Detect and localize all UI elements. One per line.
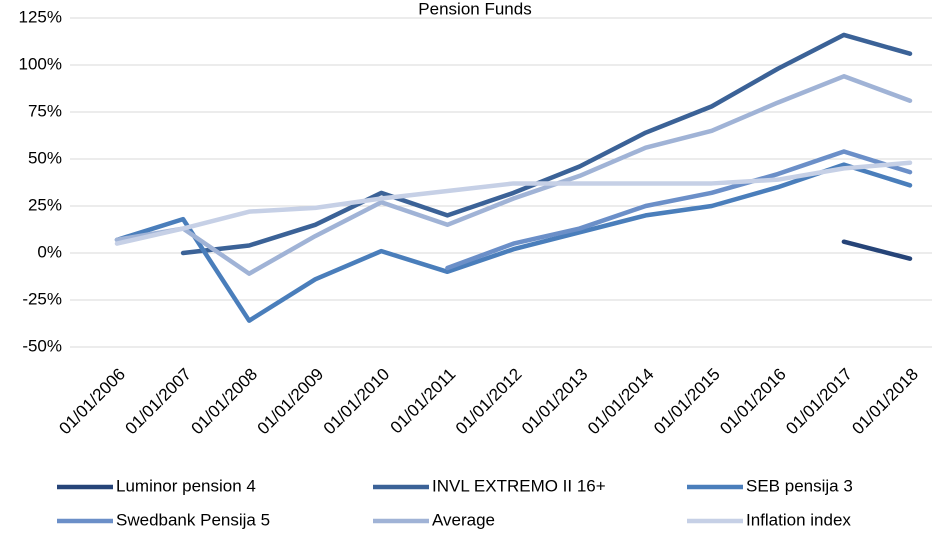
x-tick-label: 01/01/2015 [650, 365, 724, 439]
y-tick-label: 25% [28, 195, 62, 214]
legend-label: INVL EXTREMO II 16+ [432, 476, 606, 495]
x-tick-label: 01/01/2014 [584, 365, 658, 439]
legend-label: Luminor pension 4 [116, 476, 256, 495]
x-tick-label: 01/01/2007 [121, 365, 195, 439]
y-tick-label: 50% [28, 148, 62, 167]
y-tick-label: 100% [19, 54, 62, 73]
y-tick-label: -50% [22, 336, 62, 355]
y-tick-label: 75% [28, 101, 62, 120]
legend-label: Inflation index [746, 510, 851, 529]
x-tick-label: 01/01/2017 [782, 365, 856, 439]
x-tick-label: 01/01/2016 [716, 365, 790, 439]
x-tick-label: 01/01/2008 [188, 365, 262, 439]
legend-label: Average [432, 510, 495, 529]
chart-title: Pension Funds [418, 0, 531, 18]
x-tick-label: 01/01/2010 [320, 365, 394, 439]
series-line [114, 160, 913, 246]
series-line [114, 74, 913, 276]
legend-label: Swedbank Pensija 5 [116, 510, 270, 529]
series-line [445, 149, 913, 271]
series-line [841, 239, 913, 261]
x-tick-label: 01/01/2013 [518, 365, 592, 439]
legend-label: SEB pensija 3 [746, 476, 853, 495]
y-tick-label: 125% [19, 7, 62, 26]
x-tick-label: 01/01/2006 [55, 365, 129, 439]
x-tick-label: 01/01/2012 [452, 365, 526, 439]
x-tick-label: 01/01/2018 [848, 365, 922, 439]
y-tick-label: -25% [22, 289, 62, 308]
series-line [114, 162, 913, 323]
x-tick-label: 01/01/2009 [254, 365, 328, 439]
series-line [180, 32, 913, 256]
x-tick-label: 01/01/2011 [387, 365, 460, 438]
y-tick-label: 0% [37, 242, 62, 261]
